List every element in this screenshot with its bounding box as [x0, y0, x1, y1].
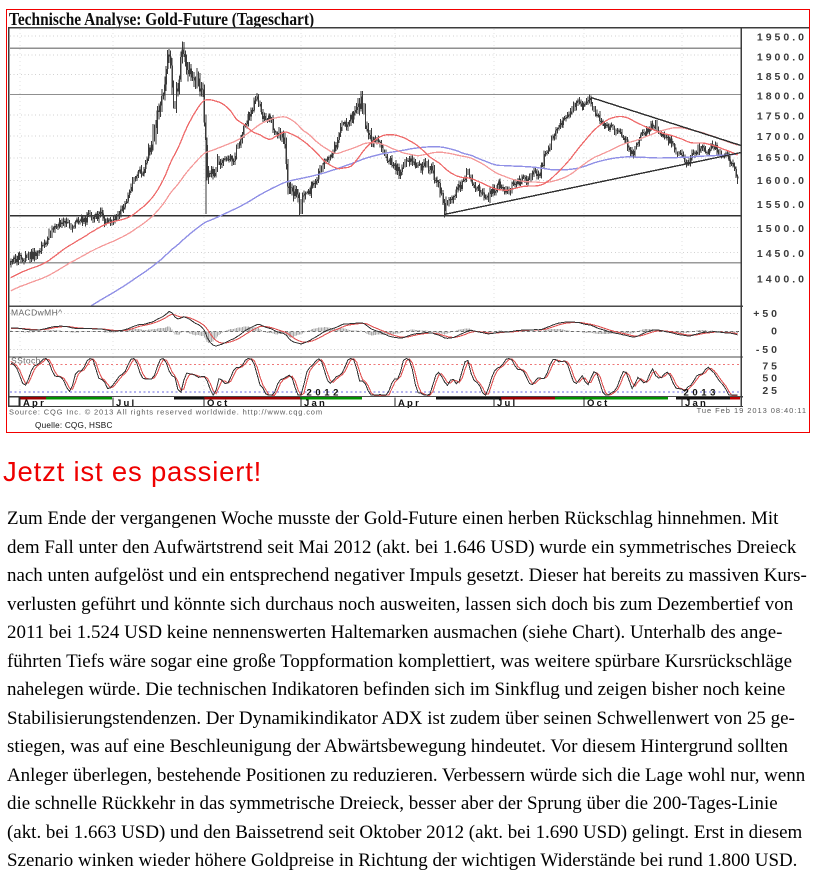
svg-text:+50: +50	[753, 308, 780, 320]
svg-text:Oct: Oct	[207, 398, 229, 409]
svg-text:Apr: Apr	[23, 398, 46, 409]
svg-text:MACDwMH^: MACDwMH^	[11, 308, 63, 318]
svg-text:25: 25	[762, 385, 780, 397]
svg-text:Jan: Jan	[304, 398, 327, 409]
svg-text:0: 0	[771, 326, 780, 338]
svg-text:1800.0: 1800.0	[757, 91, 807, 103]
svg-text:Jul: Jul	[116, 398, 136, 409]
svg-text:1500.0: 1500.0	[757, 223, 807, 235]
svg-text:1400.0: 1400.0	[757, 273, 807, 285]
svg-text:2013: 2013	[684, 387, 720, 398]
svg-text:1900.0: 1900.0	[757, 52, 807, 64]
svg-text:Tue Feb 19 2013 08:40:11: Tue Feb 19 2013 08:40:11	[697, 406, 807, 415]
svg-text:1600.0: 1600.0	[757, 175, 807, 187]
svg-text:Source: CQG Inc. © 2013 All ri: Source: CQG Inc. © 2013 All rights reser…	[9, 408, 323, 417]
svg-text:1550.0: 1550.0	[757, 199, 807, 211]
svg-text:1700.0: 1700.0	[757, 131, 807, 143]
svg-text:Jul: Jul	[497, 398, 517, 409]
svg-text:Jan: Jan	[685, 398, 708, 409]
svg-text:1750.0: 1750.0	[757, 111, 807, 123]
svg-text:Apr: Apr	[398, 398, 421, 409]
svg-text:75: 75	[762, 360, 780, 372]
svg-text:1450.0: 1450.0	[757, 248, 807, 260]
svg-text:1950.0: 1950.0	[757, 32, 807, 44]
svg-text:2012: 2012	[307, 387, 343, 398]
svg-text:50: 50	[762, 373, 780, 385]
svg-text:-50: -50	[756, 344, 780, 356]
svg-text:SStoch: SStoch	[11, 356, 41, 366]
svg-text:1650.0: 1650.0	[757, 152, 807, 164]
svg-text:1850.0: 1850.0	[757, 71, 807, 83]
svg-text:Oct: Oct	[587, 398, 609, 409]
